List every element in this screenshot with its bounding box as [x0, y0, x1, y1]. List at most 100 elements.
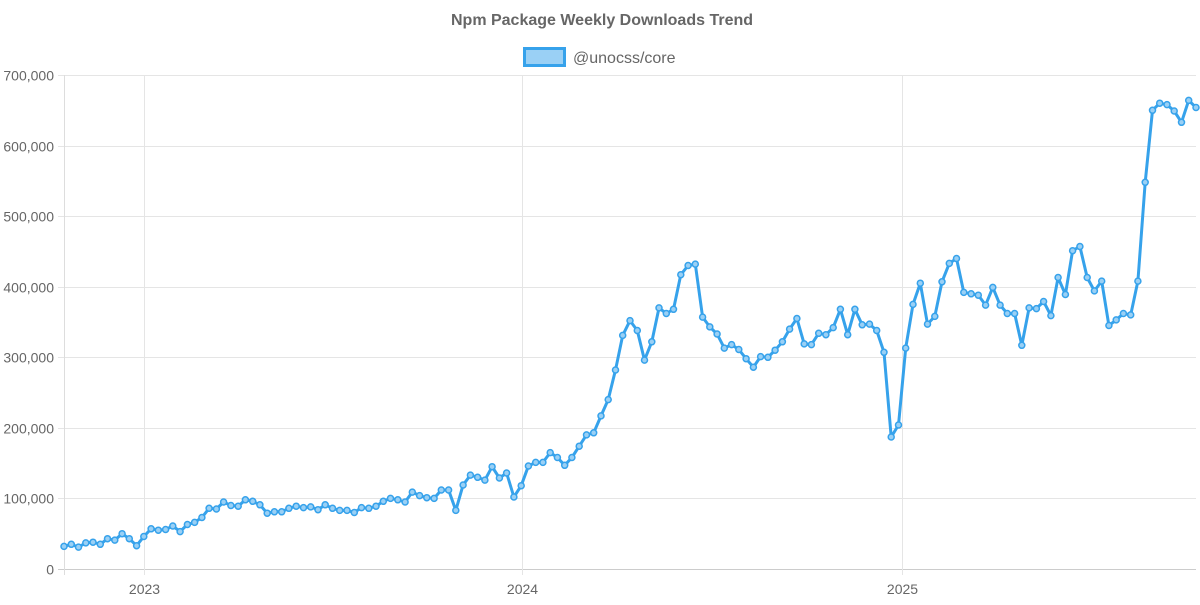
data-point: [132, 541, 141, 550]
data-point: [713, 330, 721, 338]
y-axis-ticks: 0 100,000 200,000 300,000 400,000 500,000 600,…: [3, 68, 54, 578]
x-tick-label: 2023: [129, 581, 160, 597]
data-point: [546, 448, 554, 457]
y-tick-label: 100,000: [3, 491, 54, 507]
data-point: [1068, 246, 1077, 255]
data-point: [996, 301, 1004, 309]
data-point: [365, 504, 373, 513]
data-point: [1177, 118, 1186, 127]
data-point: [952, 254, 961, 263]
data-point: [488, 462, 496, 471]
data-point: [822, 330, 830, 339]
data-point: [785, 325, 794, 333]
data-point: [706, 323, 714, 331]
data-point: [277, 508, 286, 516]
data-point: [89, 538, 97, 546]
data-point: [321, 501, 329, 509]
data-point: [887, 433, 895, 441]
chart-title: Npm Package Weekly Downloads Trend: [451, 12, 753, 29]
data-point: [829, 323, 837, 332]
data-point: [147, 525, 155, 533]
legend-label: @unocss/core: [573, 50, 676, 67]
data-point: [909, 300, 917, 309]
data-point: [843, 330, 852, 339]
data-point: [452, 506, 460, 515]
data-point: [967, 290, 975, 298]
data-point: [727, 340, 736, 349]
data-point: [1076, 242, 1084, 251]
x-axis-ticks: 2023 2024 2025: [129, 581, 918, 597]
data-point: [1126, 311, 1135, 319]
data-point: [459, 481, 467, 489]
data-point: [764, 353, 772, 362]
data-point: [285, 504, 293, 513]
data-point: [1090, 287, 1099, 295]
data-point: [1032, 304, 1041, 313]
data-point: [1054, 273, 1062, 282]
data-point: [74, 543, 83, 551]
data-point: [589, 429, 598, 437]
data-point: [1083, 273, 1091, 282]
data-point: [1141, 178, 1149, 187]
data-point: [1039, 297, 1048, 306]
data-point: [560, 461, 569, 470]
data-point: [423, 493, 431, 502]
y-tick-label: 700,000: [3, 68, 54, 84]
data-point: [227, 501, 235, 510]
data-point: [169, 522, 177, 530]
data-point: [161, 525, 170, 534]
data-point: [444, 486, 453, 494]
data-point: [314, 505, 322, 514]
data-point: [263, 509, 271, 517]
data-point: [140, 532, 148, 541]
data-point: [1155, 99, 1164, 107]
data-point: [582, 431, 591, 439]
data-point: [916, 279, 925, 287]
data-point: [292, 502, 300, 510]
data-point: [502, 469, 511, 477]
data-point: [67, 540, 76, 549]
data-point: [814, 329, 823, 338]
data-point: [270, 508, 279, 516]
data-point: [1112, 316, 1120, 324]
y-tick-label: 0: [46, 562, 54, 578]
x-tick-label: 2024: [507, 581, 538, 597]
data-point: [205, 504, 213, 513]
data-point: [386, 494, 395, 503]
data-point: [299, 503, 308, 512]
y-tick-label: 200,000: [3, 421, 54, 437]
data-point: [677, 270, 685, 279]
data-point: [640, 356, 649, 364]
data-point: [394, 496, 402, 504]
data-point: [778, 338, 787, 346]
data-point: [568, 453, 576, 462]
data-point: [618, 331, 627, 340]
data-point: [495, 474, 504, 482]
x-tick-label: 2025: [887, 581, 918, 597]
data-point: [1192, 103, 1200, 112]
data-point: [1184, 96, 1193, 105]
data-point: [1025, 304, 1033, 312]
legend[interactable]: @unocss/core: [523, 47, 676, 68]
legend-swatch: [523, 47, 566, 67]
data-point: [735, 345, 743, 354]
data-point: [1010, 309, 1019, 318]
data-point: [865, 320, 874, 328]
data-point: [379, 497, 388, 506]
data-point: [807, 340, 816, 349]
data-point: [836, 305, 845, 314]
data-point: [945, 259, 954, 268]
data-point: [1061, 290, 1070, 299]
data-point: [1148, 106, 1157, 115]
data-point: [771, 346, 779, 354]
data-point: [553, 453, 562, 462]
y-tick-label: 600,000: [3, 139, 54, 155]
data-point: [466, 471, 475, 479]
y-tick-label: 400,000: [3, 280, 54, 296]
data-point: [198, 513, 206, 522]
data-point: [248, 497, 257, 506]
data-point: [1003, 309, 1012, 318]
data-point: [604, 395, 612, 404]
data-point: [756, 352, 765, 361]
